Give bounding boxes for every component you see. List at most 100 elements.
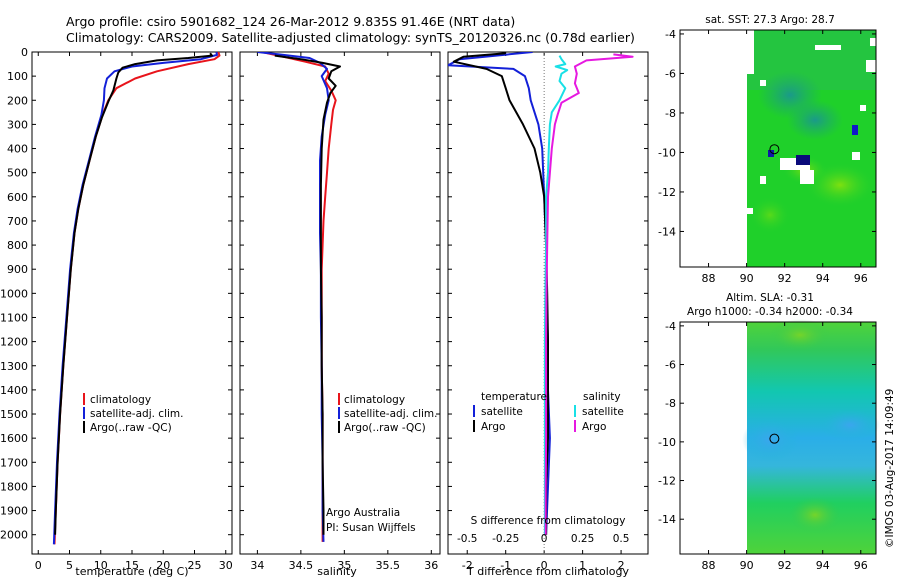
s-tick-label: 0 xyxy=(541,533,548,545)
sst-missing-data xyxy=(815,45,841,50)
sst-cold-cell xyxy=(852,125,858,135)
legend-title-salinity: salinity xyxy=(583,391,621,403)
y-tick-label: 1100 xyxy=(0,311,28,324)
y-tick-label: 900 xyxy=(7,263,28,276)
x-tick-label: 35 xyxy=(337,559,351,572)
sst-warm-patch xyxy=(750,197,790,233)
sst-missing-data xyxy=(760,176,766,184)
temperature-axes-frame xyxy=(31,51,233,555)
lon-tick-label: 94 xyxy=(816,559,830,572)
sst-map-panel: sat. SST: 27.3 Argo: 28.7 88 9 xyxy=(658,14,877,285)
y-tick-label: 500 xyxy=(7,167,28,180)
legend-label-satellite: satellite-adj. clim. xyxy=(90,408,183,420)
sla-map-subtitle: Argo h1000: -0.34 h2000: -0.34 xyxy=(687,306,853,318)
sla-low-patch xyxy=(820,409,880,441)
y-tick-label: 1400 xyxy=(0,384,28,397)
legend-label-climatology: climatology xyxy=(344,394,405,406)
sla-high-patch xyxy=(789,497,841,533)
lat-tick-label: -14 xyxy=(658,225,676,238)
sla-high-patch xyxy=(770,319,830,351)
annotation-pi-name: PI: Susan Wijffels xyxy=(326,522,416,534)
sst-map-frame xyxy=(679,29,877,268)
y-tick-label: 600 xyxy=(7,191,28,204)
x-tick-label: 5 xyxy=(66,559,73,572)
x-tick-label: 25 xyxy=(188,559,202,572)
lat-tick-label: -10 xyxy=(658,436,676,449)
salinity-ticks: 34 34.5 35 35.5 36 xyxy=(240,51,440,572)
lat-tick-label: -14 xyxy=(658,513,676,526)
y-tick-label: 1900 xyxy=(0,505,28,518)
series-line-climatology xyxy=(53,52,221,545)
series-line-satellite-adj-clim- xyxy=(257,52,330,542)
legend-label-sal-argo: Argo xyxy=(582,421,606,433)
temperature-lines xyxy=(52,52,221,545)
y-tick-label: 1300 xyxy=(0,360,28,373)
legend-label-temp-argo: Argo xyxy=(481,421,505,433)
series-line-salinity-satellite xyxy=(543,55,569,535)
difference-panel: -2 -1 0 1 2 S difference from climatology -0… xyxy=(447,51,649,578)
y-tick-label: 1200 xyxy=(0,336,28,349)
difference-lines xyxy=(448,52,634,535)
sst-missing-data xyxy=(870,38,876,46)
temperature-panel: 0100200300400500600700800900100011001200… xyxy=(0,46,233,578)
x-tick-label: 2 xyxy=(618,559,625,572)
lat-tick-label: -4 xyxy=(665,28,676,41)
legend-title-temperature: temperature xyxy=(481,391,547,403)
y-tick-label: 400 xyxy=(7,143,28,156)
sst-cool-patch xyxy=(787,100,843,140)
series-line-temperature-argo xyxy=(452,52,549,535)
figure-title-2: Climatology: CARS2009. Satellite-adjuste… xyxy=(66,30,635,45)
y-tick-label: 1700 xyxy=(0,456,28,469)
x-tick-label: 34 xyxy=(250,559,264,572)
y-tick-label: 100 xyxy=(7,70,28,83)
sst-missing-data xyxy=(747,30,754,74)
salinity-lines xyxy=(257,52,341,542)
x-tick-label: 0 xyxy=(35,559,42,572)
x-tick-label: 36 xyxy=(424,559,438,572)
lat-tick-label: -8 xyxy=(665,397,676,410)
s-tick-label: -0.5 xyxy=(457,533,478,545)
y-tick-label: 1800 xyxy=(0,480,28,493)
x-tick-label: 34.5 xyxy=(289,559,314,572)
y-tick-label: 200 xyxy=(7,94,28,107)
x-tick-label: -2 xyxy=(462,559,473,572)
lon-tick-label: 90 xyxy=(740,272,754,285)
salinity-panel: 34 34.5 35 35.5 36 salinity climatology sate… xyxy=(239,51,441,578)
argo-float-marker xyxy=(769,433,780,444)
salinity-axes-frame xyxy=(239,51,441,555)
y-tick-label: 0 xyxy=(21,46,28,59)
legend-label-argo: Argo(..raw -QC) xyxy=(344,422,426,434)
s-tick-label: 0.5 xyxy=(613,533,630,545)
y-tick-label: 1500 xyxy=(0,408,28,421)
imos-credit: ©IMOS 03-Aug-2017 14:09:49 xyxy=(884,389,896,548)
sst-missing-data xyxy=(866,60,876,72)
sla-map-panel: Altim. SLA: -0.31 Argo h1000: -0.34 h200… xyxy=(658,292,880,572)
y-tick-label: 300 xyxy=(7,118,28,131)
sst-missing-data xyxy=(800,170,814,184)
y-tick-label: 700 xyxy=(7,215,28,228)
x-tick-label: 20 xyxy=(156,559,170,572)
s-tick-label: -0.25 xyxy=(492,533,519,545)
annotation-argo-australia: Argo Australia xyxy=(326,507,400,519)
salinity-xlabel: salinity xyxy=(317,565,357,578)
figure-title-1: Argo profile: csiro 5901682_124 26-Mar-2… xyxy=(66,14,515,29)
legend-label-argo: Argo(..raw -QC) xyxy=(90,422,172,434)
y-tick-label: 800 xyxy=(7,239,28,252)
salinity-legend: climatology satellite-adj. clim. Argo(..… xyxy=(338,393,437,434)
lon-tick-label: 90 xyxy=(740,559,754,572)
sla-map-ticks: 88 90 92 94 96 -4 -6 -8 -10 -12 -14 xyxy=(658,320,876,572)
series-line-salinity-argo xyxy=(544,53,634,535)
legend-label-sal-satellite: satellite xyxy=(582,406,624,418)
difference-legend: temperature satellite Argo salinity sate… xyxy=(473,391,624,433)
y-tick-label: 1000 xyxy=(0,287,28,300)
x-tick-label: 1 xyxy=(579,559,586,572)
lat-tick-label: -12 xyxy=(658,186,676,199)
lon-tick-label: 96 xyxy=(854,272,868,285)
lat-tick-label: -6 xyxy=(665,67,676,80)
lat-tick-label: -4 xyxy=(665,320,676,333)
sla-field xyxy=(742,319,880,554)
sst-map-title: sat. SST: 27.3 Argo: 28.7 xyxy=(705,14,835,26)
x-tick-label: 0 xyxy=(541,559,548,572)
x-tick-label: 15 xyxy=(125,559,139,572)
